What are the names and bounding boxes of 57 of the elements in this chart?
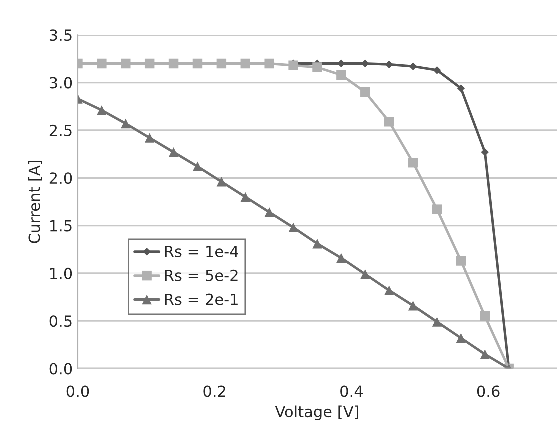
point: [144, 58, 155, 69]
point: [456, 333, 466, 344]
x-tick-label: 0.6: [477, 386, 500, 398]
point: [240, 58, 250, 69]
point: [121, 58, 131, 69]
point: [384, 286, 394, 296]
point: [288, 60, 298, 70]
point: [480, 350, 490, 360]
point: [481, 148, 490, 156]
point: [336, 253, 346, 264]
point: [97, 106, 107, 116]
point: [432, 317, 442, 327]
point: [409, 62, 418, 71]
x-axis-title: Voltage [V]: [275, 406, 358, 421]
x-tick-label: 0.2: [204, 386, 226, 398]
point: [360, 87, 370, 98]
y-axis-title: Current [A]: [28, 160, 42, 244]
point: [360, 270, 370, 280]
point: [192, 58, 203, 69]
x-tick-label: 0.4: [340, 386, 363, 398]
point: [312, 62, 322, 72]
y-tick-label: 1.5: [50, 220, 72, 232]
point: [457, 84, 466, 92]
legend-label: Rs = 2e-1: [165, 294, 238, 306]
point: [97, 58, 107, 69]
point: [336, 70, 346, 80]
point: [288, 222, 298, 233]
point: [216, 58, 227, 69]
y-tick-label: 3.5: [50, 30, 72, 42]
point: [121, 118, 131, 129]
point: [192, 162, 203, 172]
point: [264, 208, 274, 218]
y-tick-label: 1.0: [50, 268, 72, 280]
y-tick-label: 0.5: [50, 316, 72, 328]
point: [144, 133, 155, 143]
point: [264, 58, 274, 69]
point: [216, 177, 227, 187]
y-tick-label: 0.0: [50, 363, 72, 375]
x-tick-label: 0.0: [66, 386, 90, 398]
point: [432, 204, 442, 214]
legend-label: Rs = 5e-2: [165, 270, 238, 282]
point: [408, 158, 418, 168]
y-tick-label: 3.0: [50, 77, 72, 89]
point: [480, 311, 490, 322]
point: [433, 66, 442, 74]
point: [385, 60, 394, 69]
point: [338, 60, 346, 68]
point: [240, 192, 250, 202]
point: [408, 300, 418, 311]
point: [168, 148, 179, 158]
point: [456, 256, 466, 266]
point: [312, 239, 322, 249]
y-tick-label: 2.5: [50, 124, 72, 136]
point: [168, 58, 179, 69]
point: [384, 117, 394, 127]
y-tick-label: 2.0: [50, 172, 72, 184]
legend-label: Rs = 1e-4: [165, 246, 238, 258]
